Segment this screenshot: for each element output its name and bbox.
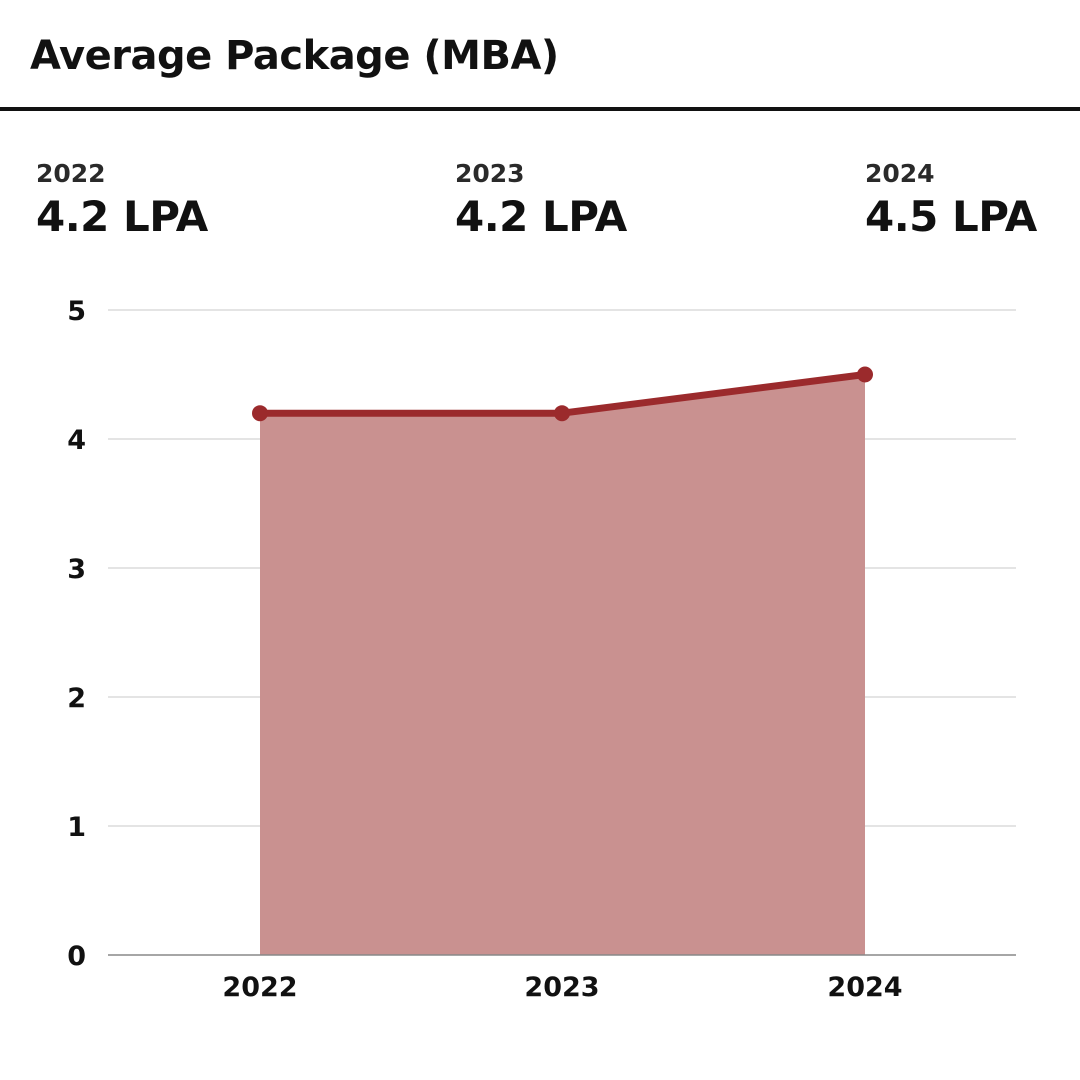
y-tick-label: 2 [67,683,86,714]
data-point [554,405,570,422]
y-tick-label: 5 [67,296,86,327]
stat-year: 2023 [455,159,525,188]
y-tick-label: 1 [67,812,86,843]
data-point [252,405,268,422]
area-fill [260,374,865,955]
stat-card-2023: 2023 4.2 LPA [455,160,627,240]
stat-value: 4.5 LPA [865,191,1037,241]
stat-year: 2024 [865,159,935,188]
stat-value: 4.2 LPA [36,191,208,241]
data-point [857,366,873,383]
x-tick-label: 2023 [524,972,599,1003]
page-title: Average Package (MBA) [30,33,559,79]
x-tick-label: 2022 [222,972,297,1003]
y-tick-label: 0 [67,941,86,972]
stat-value: 4.2 LPA [455,191,627,241]
x-tick-label: 2024 [827,972,902,1003]
title-divider [0,107,1080,111]
stat-card-2024: 2024 4.5 LPA [865,160,1037,240]
stat-card-2022: 2022 4.2 LPA [36,160,208,240]
y-tick-label: 3 [67,554,86,585]
stat-year: 2022 [36,159,106,188]
y-tick-label: 4 [67,425,86,456]
